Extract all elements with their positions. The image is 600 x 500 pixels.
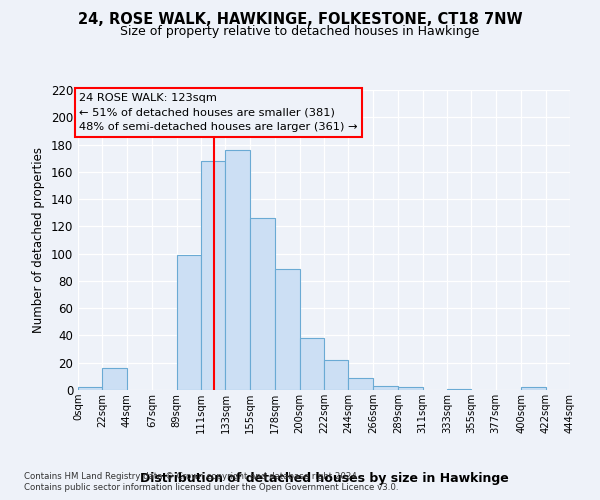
Text: Contains public sector information licensed under the Open Government Licence v3: Contains public sector information licen… — [24, 483, 398, 492]
Bar — [176, 255, 201, 390]
Bar — [103, 368, 127, 390]
Text: Size of property relative to detached houses in Hawkinge: Size of property relative to detached ho… — [121, 25, 479, 38]
Y-axis label: Number of detached properties: Number of detached properties — [32, 147, 45, 333]
Bar — [250, 218, 275, 390]
Bar — [447, 388, 472, 390]
Bar — [299, 338, 324, 390]
Text: 24, ROSE WALK, HAWKINGE, FOLKESTONE, CT18 7NW: 24, ROSE WALK, HAWKINGE, FOLKESTONE, CT1… — [77, 12, 523, 28]
Bar — [349, 378, 373, 390]
Bar — [78, 388, 103, 390]
Text: 24 ROSE WALK: 123sqm
← 51% of detached houses are smaller (381)
48% of semi-deta: 24 ROSE WALK: 123sqm ← 51% of detached h… — [79, 92, 358, 132]
Bar — [201, 161, 226, 390]
Bar — [275, 268, 299, 390]
Bar — [521, 388, 545, 390]
X-axis label: Distribution of detached houses by size in Hawkinge: Distribution of detached houses by size … — [140, 472, 508, 485]
Bar — [398, 388, 422, 390]
Bar — [373, 386, 398, 390]
Bar — [324, 360, 349, 390]
Bar — [226, 150, 250, 390]
Text: Contains HM Land Registry data © Crown copyright and database right 2024.: Contains HM Land Registry data © Crown c… — [24, 472, 359, 481]
